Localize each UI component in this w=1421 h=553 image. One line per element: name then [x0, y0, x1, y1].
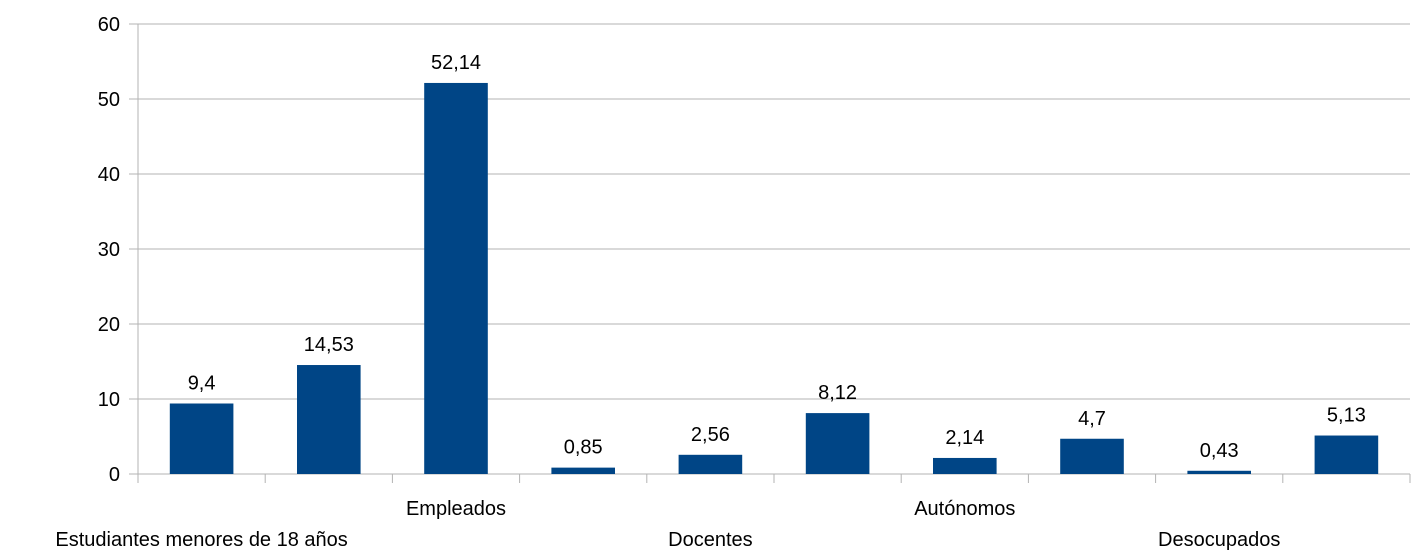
y-tick-label: 30: [98, 239, 120, 261]
category-labels: Estudiantes menores de 18 años Empleados D…: [55, 498, 1280, 551]
bar: [169, 403, 234, 474]
data-label: 5,13: [1327, 405, 1366, 427]
bar: [551, 467, 615, 474]
y-tick-label: 40: [98, 164, 120, 186]
data-label: 9,4: [188, 373, 216, 395]
data-label: 0,85: [564, 437, 603, 459]
data-label: 14,53: [304, 334, 354, 356]
bar: [1060, 438, 1124, 474]
x-tick-label: Empleados: [406, 498, 506, 520]
value-labels: 9,4 14,53 52,14 0,85 2,56 8,12 2,14 4,7 0,43 5,13: [188, 52, 1366, 462]
data-label: 2,14: [945, 427, 984, 449]
y-tick-label: 50: [98, 89, 120, 111]
bars: [169, 82, 1379, 474]
data-label: 2,56: [691, 424, 730, 446]
data-label: 8,12: [818, 382, 857, 404]
y-axis: 0 10 20 30 40 50 60: [98, 14, 139, 486]
bar: [297, 365, 361, 474]
x-tick-label: Estudiantes menores de 18 años: [55, 529, 347, 551]
y-tick-label: 20: [98, 314, 120, 336]
bar: [1187, 470, 1251, 474]
data-label: 52,14: [431, 52, 481, 74]
x-axis: [137, 473, 1411, 483]
bar: [424, 82, 488, 474]
x-tick-label: Docentes: [668, 529, 753, 551]
x-tick-label: Desocupados: [1158, 529, 1280, 551]
bar: [805, 413, 870, 474]
y-tick-label: 60: [98, 14, 120, 36]
y-tick-label: 10: [98, 389, 120, 411]
bar: [678, 454, 743, 474]
x-tick-label: Autónomos: [914, 498, 1015, 520]
bar: [933, 457, 997, 474]
data-label: 4,7: [1078, 408, 1106, 430]
data-label: 0,43: [1200, 440, 1239, 462]
bar: [1314, 435, 1379, 474]
y-tick-label: 0: [109, 464, 120, 486]
